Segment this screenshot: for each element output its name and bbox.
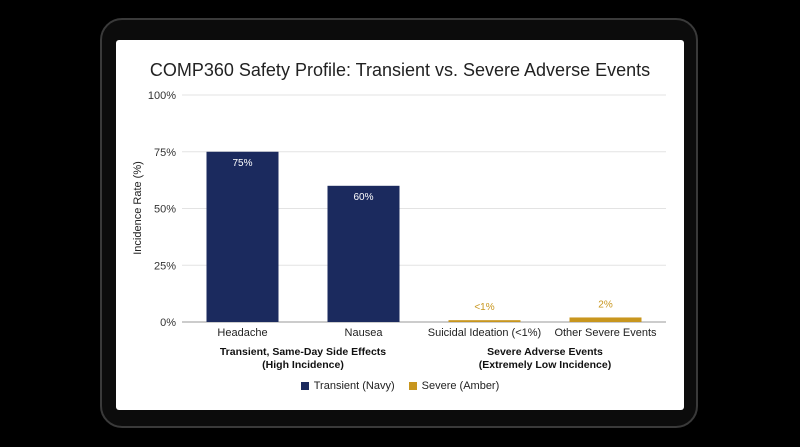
y-tick-label: 25% [154, 260, 176, 272]
data-label: 75% [232, 158, 252, 169]
legend-swatch [408, 382, 417, 390]
y-axis-label: Incidence Rate (%) [132, 161, 144, 255]
data-label: <1% [474, 302, 494, 313]
group-sublabel: (High Incidence) [262, 359, 344, 371]
data-labels: 75% 60% <1% 2% [232, 158, 612, 313]
y-tick-label: 0% [160, 317, 176, 329]
x-tick-label: Nausea [345, 327, 384, 339]
legend-label: Severe (Amber) [421, 380, 500, 392]
y-tick-label: 75% [154, 147, 176, 159]
legend-label: Transient (Navy) [313, 380, 395, 392]
legend-item: Severe (Amber) [408, 380, 500, 392]
chart-screen: COMP360 Safety Profile: Transient vs. Se… [116, 40, 684, 410]
chart-title: COMP360 Safety Profile: Transient vs. Se… [150, 60, 650, 80]
group-label: Severe Adverse Events [487, 346, 603, 358]
legend-swatch [300, 382, 309, 390]
bar-3 [569, 317, 642, 322]
y-tick-labels: 0% 25% 50% 75% 100% [148, 90, 176, 329]
bar-0 [206, 151, 279, 322]
group-sublabel: (Extremely Low Incidence) [479, 359, 611, 371]
bar-chart: COMP360 Safety Profile: Transient vs. Se… [132, 60, 666, 371]
y-tick-label: 100% [148, 90, 176, 102]
x-tick-label: Suicidal Ideation (<1%) [428, 327, 541, 339]
group-label: Transient, Same-Day Side Effects [220, 346, 386, 358]
data-label: 60% [353, 192, 373, 203]
x-tick-label: Other Severe Events [554, 327, 657, 339]
legend-item: Transient (Navy) [300, 380, 395, 392]
x-tick-label: Headache [217, 327, 267, 339]
data-label: 2% [598, 299, 613, 310]
group-labels: Transient, Same-Day Side Effects(High In… [220, 346, 611, 371]
legend: Transient (Navy) Severe (Amber) [116, 380, 684, 392]
y-tick-label: 50% [154, 204, 176, 216]
bar-2 [448, 320, 521, 322]
x-tick-labels: Headache Nausea Suicidal Ideation (<1%) Oth… [217, 327, 657, 339]
bar-1 [327, 185, 400, 322]
bars [206, 151, 642, 322]
